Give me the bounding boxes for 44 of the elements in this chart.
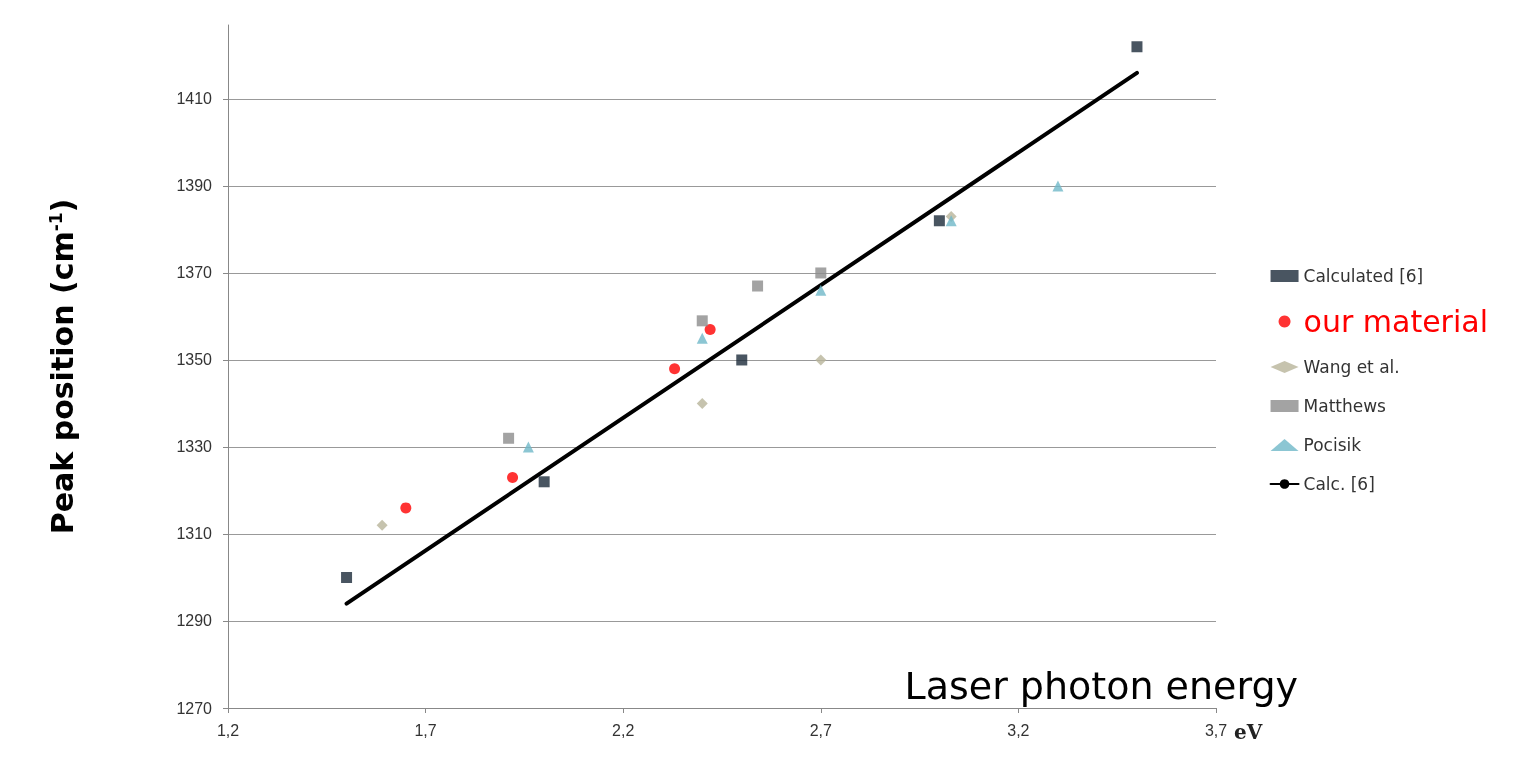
point	[503, 432, 515, 444]
point	[507, 471, 519, 483]
legend-label: Matthews	[1303, 396, 1387, 416]
legend-label: Pocisik	[1303, 435, 1362, 455]
point	[341, 571, 353, 583]
point	[696, 315, 708, 327]
x-tick-label: 3,2	[1007, 721, 1030, 739]
y-tick-label: 1390	[176, 177, 213, 195]
point	[538, 476, 550, 488]
x-tick-label: 3,7	[1204, 721, 1228, 739]
y-tick-label: 1330	[176, 438, 213, 456]
x-tick-label: 2,2	[612, 721, 635, 739]
legend-label: Calculated [6]	[1303, 266, 1424, 286]
y-axis-title: Peak position (cm-1)	[45, 198, 80, 535]
point	[696, 397, 708, 409]
point	[669, 363, 681, 375]
point	[704, 324, 716, 336]
point	[400, 502, 412, 514]
y-tick-label: 1290	[176, 612, 213, 630]
legend-label: Calc. [6]	[1303, 474, 1375, 494]
point	[736, 354, 748, 366]
x-tick-label: 1,7	[414, 721, 437, 739]
y-tick-label: 1310	[176, 525, 213, 543]
point	[1131, 41, 1143, 53]
legend-label: Wang et al.	[1303, 357, 1400, 377]
y-tick-label: 1410	[176, 90, 213, 108]
point	[815, 354, 827, 366]
point	[752, 280, 764, 292]
legend-label: our material	[1303, 304, 1488, 339]
y-tick-label: 1350	[176, 351, 213, 369]
x-tick-label: 1,2	[216, 721, 240, 739]
y-tick-label: 1270	[176, 699, 213, 717]
annotation: Laser photon energy	[904, 664, 1299, 708]
x-tick-label: 2,7	[809, 721, 833, 739]
point	[696, 332, 708, 344]
point	[815, 284, 827, 296]
x-axis-title: eV	[1234, 720, 1263, 744]
point	[376, 519, 388, 531]
point	[522, 441, 534, 453]
point	[815, 267, 827, 279]
point	[1052, 180, 1064, 192]
point	[933, 215, 945, 227]
point	[945, 215, 957, 227]
y-tick-label: 1370	[176, 264, 213, 282]
